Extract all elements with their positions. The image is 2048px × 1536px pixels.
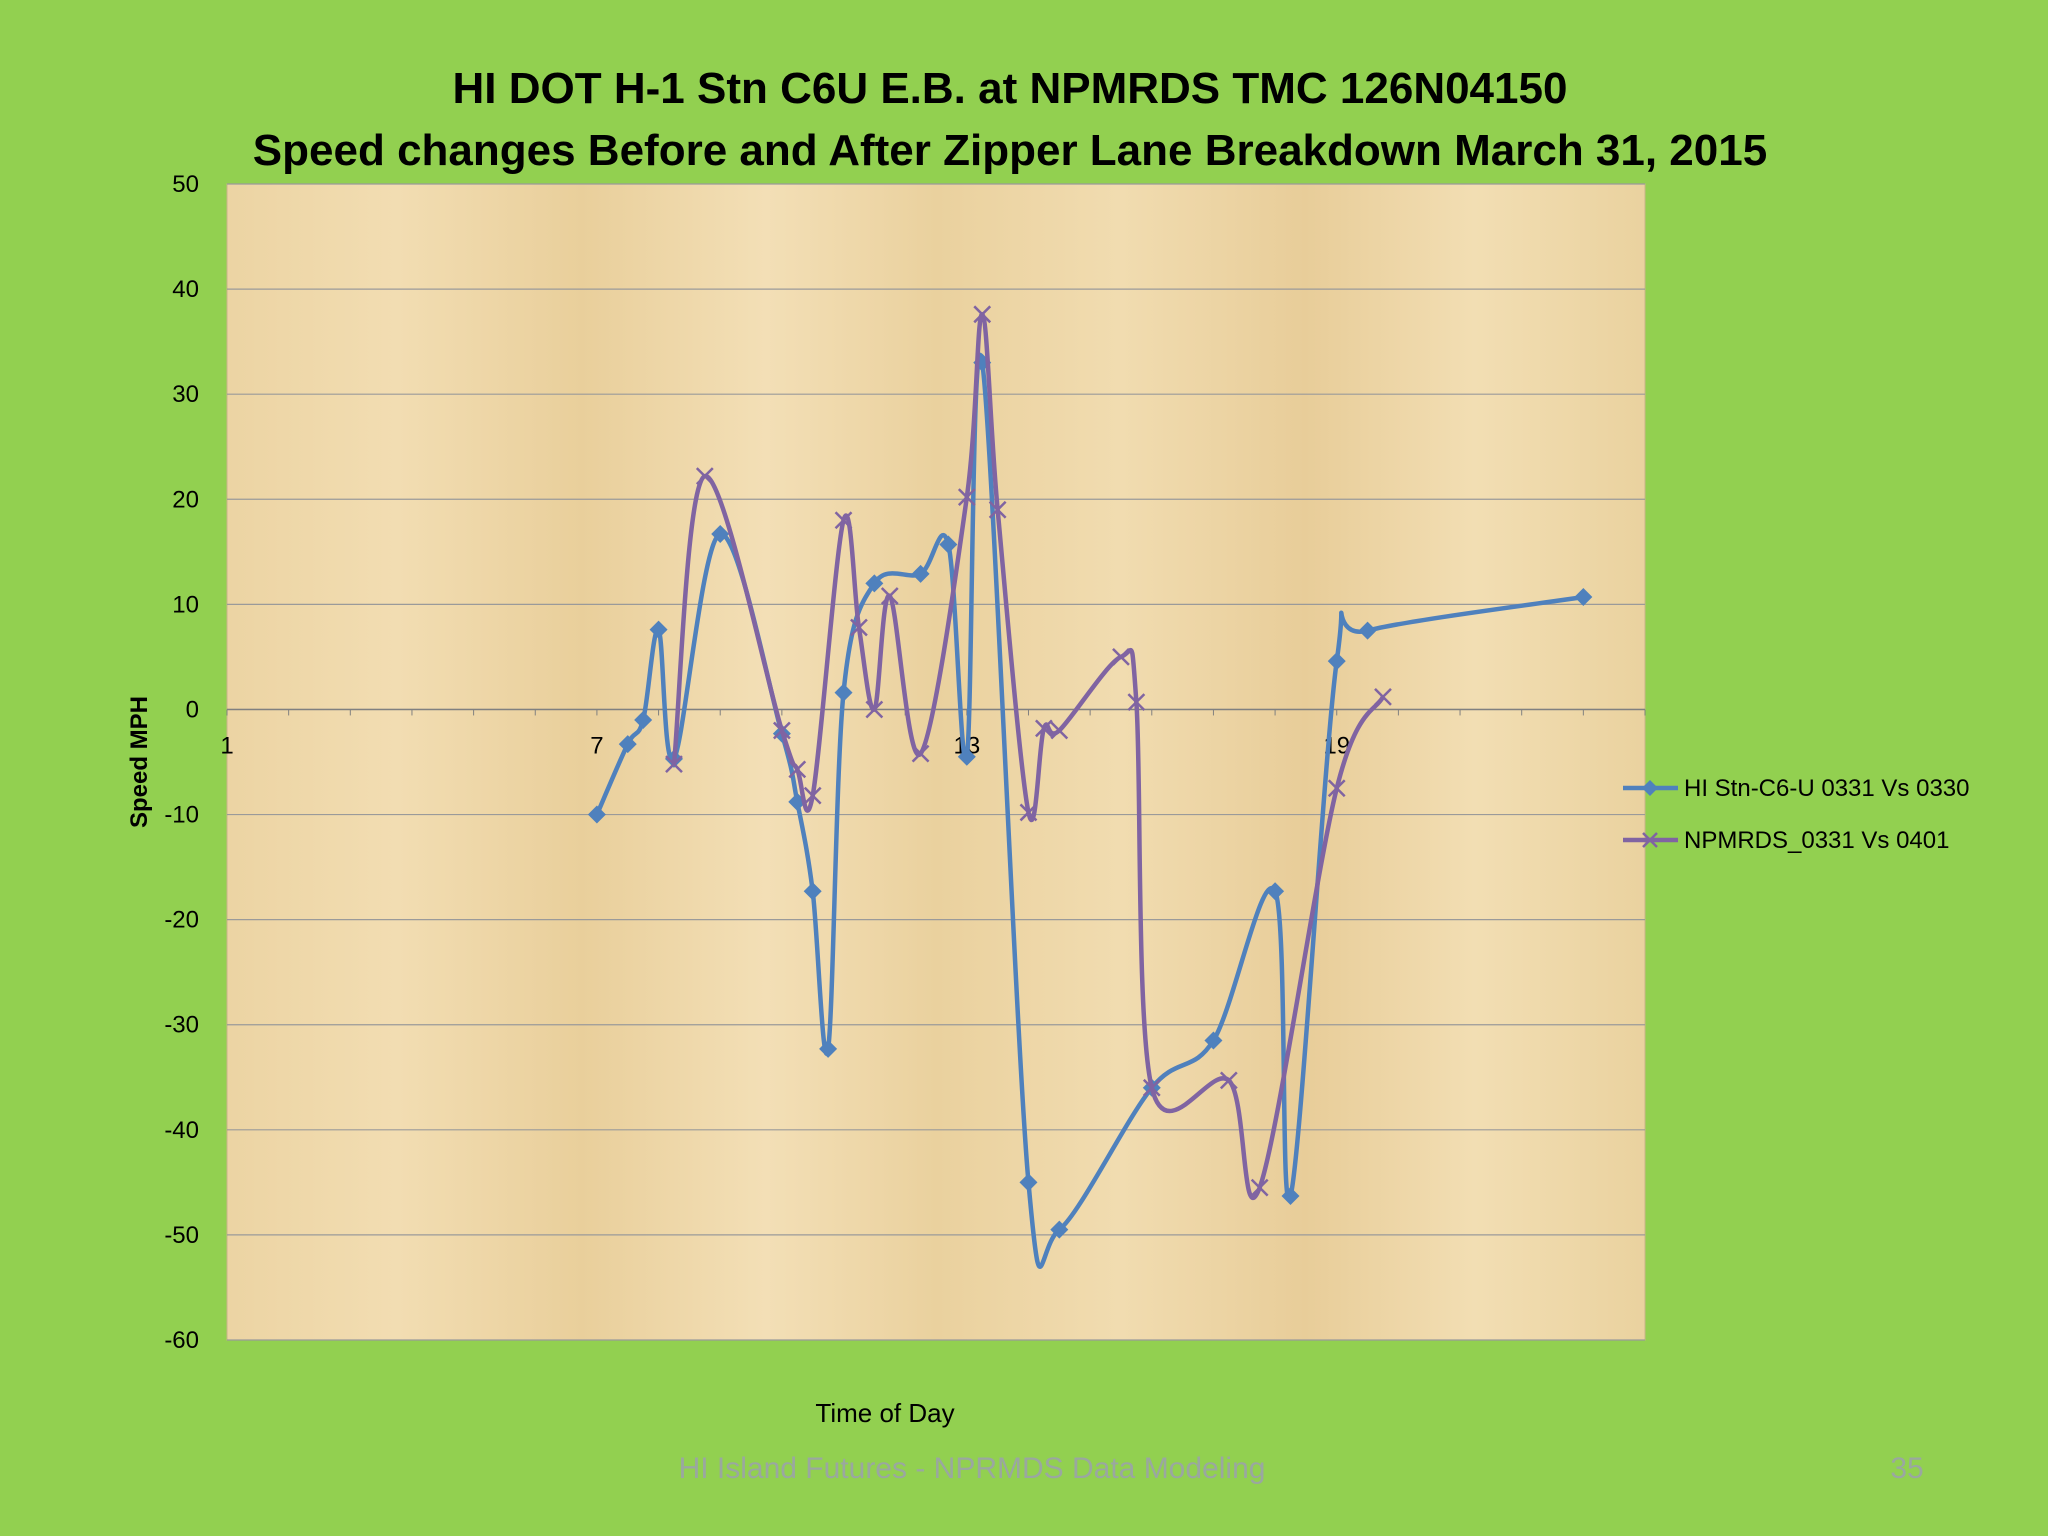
x-tick-labels: 1 7 13 19 [220, 732, 1350, 759]
data-point [1327, 652, 1346, 671]
series-group [587, 305, 1593, 1269]
x-tick-label: 1 [220, 732, 233, 759]
y-tick-label: 20 [172, 486, 199, 513]
data-point [634, 710, 653, 729]
x-tick-label: 7 [590, 732, 603, 759]
y-tick-label: -60 [164, 1327, 199, 1354]
footer-text: HI Island Futures - NPRMDS Data Modeling [679, 1452, 1266, 1485]
data-point [1112, 648, 1130, 666]
data-point [957, 747, 976, 766]
legend-item: HI Stn-C6-U 0331 Vs 0330 [1623, 775, 1969, 802]
data-point [1374, 687, 1392, 706]
plot-area [226, 183, 1646, 1341]
data-point [865, 574, 884, 593]
data-point [788, 760, 807, 779]
x-axis-label: Time of Day [815, 1398, 954, 1428]
y-tick-label: 0 [186, 696, 199, 723]
data-point [1266, 882, 1285, 901]
data-point [1327, 779, 1346, 798]
y-tick-label: 10 [172, 591, 199, 618]
data-point [1281, 1187, 1300, 1206]
data-point [957, 488, 976, 507]
y-tick-label: 50 [172, 171, 199, 198]
data-point [1035, 719, 1053, 738]
legend-label: HI Stn-C6-U 0331 Vs 0330 [1684, 775, 1969, 802]
data-point [587, 805, 606, 824]
data-point [695, 467, 714, 486]
data-point [819, 1039, 838, 1058]
page-number: 35 [1890, 1452, 1923, 1485]
data-point [834, 683, 853, 702]
data-point [1019, 803, 1038, 822]
data-point [973, 305, 992, 324]
chart-title-line1: HI DOT H-1 Stn C6U E.B. at NPMRDS TMC 12… [453, 64, 1568, 113]
data-point [1050, 721, 1069, 740]
y-tick-label: -10 [164, 802, 199, 829]
data-point [834, 511, 853, 530]
y-tick-labels: 50 40 30 20 10 0 -10 -20 -30 -40 -50 -60 [164, 171, 199, 1354]
y-tick-label: -40 [164, 1117, 199, 1144]
legend-marker [1642, 832, 1658, 848]
data-point [1127, 693, 1146, 711]
data-point [772, 721, 791, 740]
y-tick-label: 30 [172, 381, 199, 408]
data-point [865, 700, 884, 719]
data-point [1250, 1178, 1269, 1197]
legend-marker [1642, 780, 1658, 796]
y-tick-label: -50 [164, 1222, 199, 1249]
y-tick-label: -20 [164, 907, 199, 934]
data-point [850, 618, 868, 637]
data-point [803, 882, 822, 901]
data-point [911, 744, 930, 763]
data-point [1574, 588, 1593, 607]
data-point [1142, 1078, 1161, 1097]
series-1 [587, 352, 1593, 1269]
chart-title-line2: Speed changes Before and After Zipper La… [253, 126, 1767, 175]
data-point [1050, 1220, 1069, 1239]
series-2 [665, 305, 1392, 1201]
data-point [803, 786, 822, 805]
data-point [1204, 1031, 1223, 1050]
y-axis-label: Speed MPH [126, 696, 153, 828]
legend: HI Stn-C6-U 0331 Vs 0330 NPMRDS_0331 Vs 0… [1623, 775, 1969, 854]
data-point [618, 735, 637, 754]
data-point [911, 564, 930, 583]
data-point [880, 587, 899, 605]
y-tick-label: 40 [172, 276, 199, 303]
data-point [939, 535, 958, 554]
legend-item: NPMRDS_0331 Vs 0401 [1623, 827, 1949, 854]
data-point [711, 524, 730, 543]
y-tick-label: -30 [164, 1012, 199, 1039]
data-point [649, 620, 668, 639]
data-point [988, 500, 1007, 519]
data-point [1019, 1173, 1038, 1192]
data-point [1358, 621, 1377, 640]
legend-label: NPMRDS_0331 Vs 0401 [1684, 827, 1949, 854]
data-point [1219, 1071, 1238, 1090]
data-point [665, 755, 683, 773]
gridlines [226, 183, 1646, 1341]
